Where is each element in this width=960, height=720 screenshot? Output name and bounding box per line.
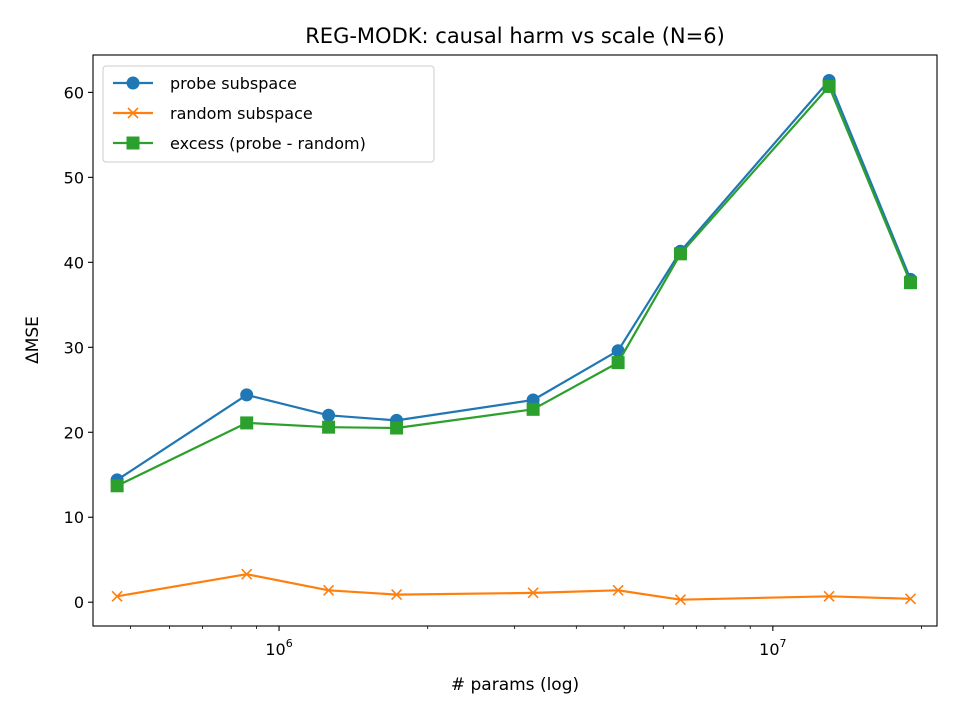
legend-entry: excess (probe - random) bbox=[113, 134, 366, 153]
data-point bbox=[674, 594, 687, 606]
data-point bbox=[527, 587, 539, 599]
y-tick-label: 60 bbox=[64, 83, 84, 102]
chart-title: REG-MODK: causal harm vs scale (N=6) bbox=[305, 24, 725, 48]
data-point bbox=[322, 420, 336, 434]
data-point bbox=[526, 402, 540, 416]
legend-box bbox=[102, 65, 435, 163]
y-tick-label: 0 bbox=[74, 593, 84, 612]
data-point bbox=[111, 590, 123, 602]
legend-marker bbox=[126, 76, 140, 90]
data-point bbox=[904, 593, 917, 605]
data-point bbox=[673, 247, 687, 261]
data-point bbox=[110, 479, 124, 493]
data-point bbox=[903, 276, 917, 290]
y-axis-label: ΔMSE bbox=[23, 316, 43, 364]
data-point bbox=[823, 590, 835, 602]
data-point bbox=[240, 416, 254, 430]
data-point bbox=[323, 584, 335, 596]
y-tick-label: 20 bbox=[64, 423, 84, 442]
x-tick-label: 107 bbox=[759, 637, 786, 659]
legend: probe subspace random subspace excess (pro… bbox=[102, 65, 435, 163]
legend-marker bbox=[126, 136, 140, 150]
legend-entry: probe subspace bbox=[113, 74, 297, 93]
legend-label: excess (probe - random) bbox=[170, 134, 366, 153]
y-tick-label: 40 bbox=[64, 253, 84, 272]
x-axis-label: # params (log) bbox=[451, 675, 579, 695]
x-tick-label: 106 bbox=[265, 637, 292, 659]
y-tick-label: 50 bbox=[64, 168, 84, 187]
legend-marker bbox=[127, 107, 139, 119]
legend-entry: random subspace bbox=[113, 104, 313, 123]
data-point bbox=[822, 79, 836, 93]
series-3 bbox=[110, 79, 917, 493]
y-tick-label: 10 bbox=[64, 508, 84, 527]
data-point bbox=[241, 568, 253, 580]
y-tick-label: 30 bbox=[64, 338, 84, 357]
series-2 bbox=[111, 568, 917, 606]
axes: 0 10 20 30 40 50 60 106 107 bbox=[64, 54, 938, 659]
data-point bbox=[322, 408, 336, 422]
data-point bbox=[391, 588, 403, 601]
plot-area bbox=[110, 73, 917, 606]
data-point bbox=[390, 421, 404, 435]
data-point bbox=[240, 388, 254, 402]
data-point bbox=[611, 356, 625, 370]
legend-label: random subspace bbox=[170, 104, 313, 123]
legend-label: probe subspace bbox=[170, 74, 297, 93]
data-point bbox=[612, 584, 624, 596]
